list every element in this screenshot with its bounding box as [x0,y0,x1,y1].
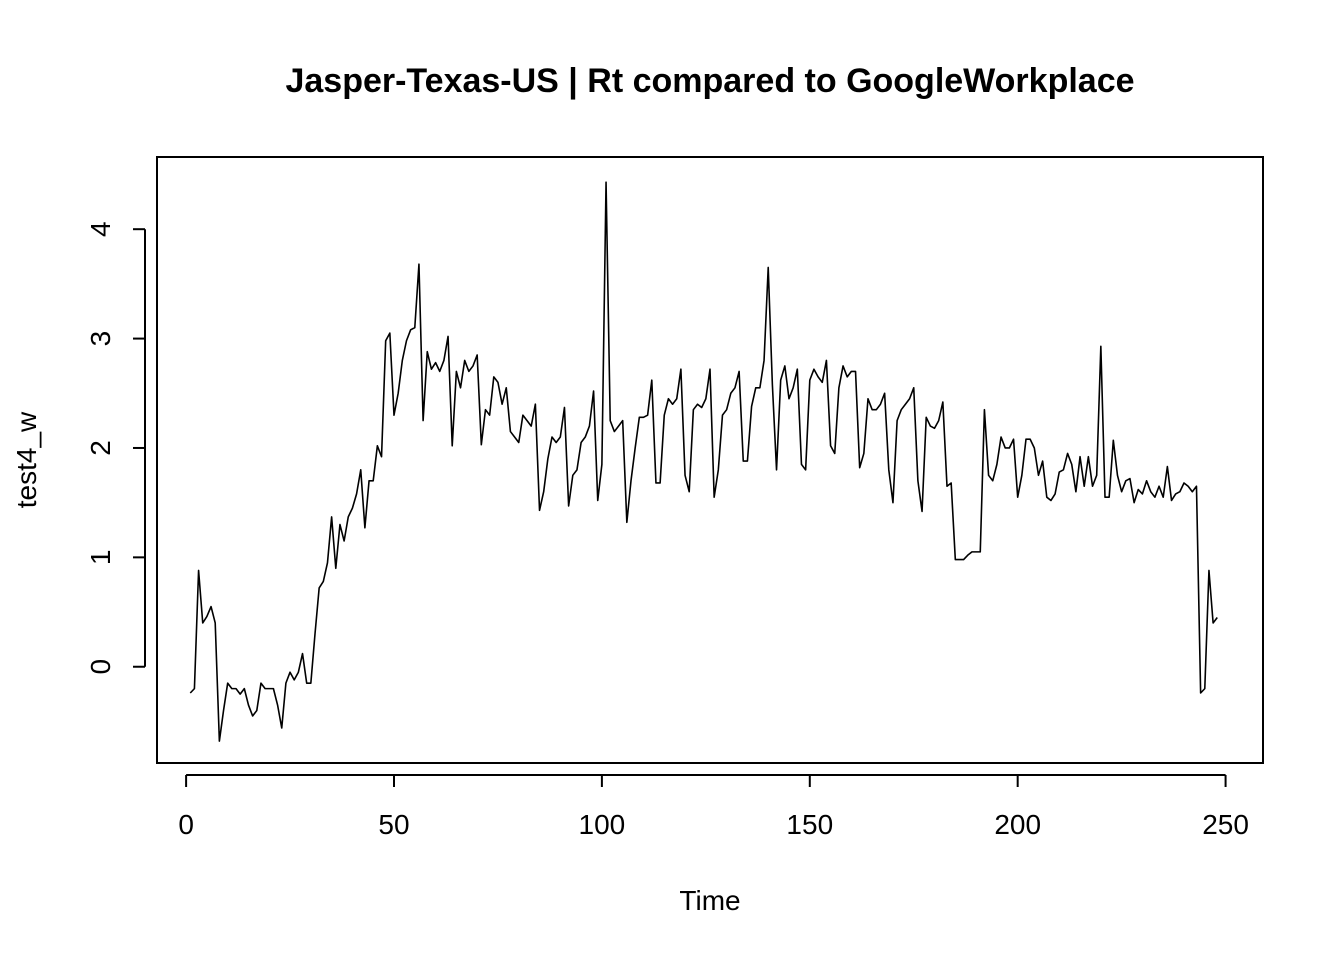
y-axis: 0 1 2 3 4 [85,221,146,675]
y-tick-label: 4 [85,221,116,237]
y-axis-label: test4_w [11,411,42,508]
y-tick-label: 2 [85,440,116,456]
y-tick-label: 0 [85,659,116,675]
x-tick-label: 150 [786,809,833,840]
x-axis: 0 50 100 150 200 250 [178,774,1249,840]
y-tick-label: 3 [85,331,116,347]
x-tick-label: 250 [1202,809,1249,840]
x-tick-label: 100 [579,809,626,840]
x-tick-label: 200 [994,809,1041,840]
series-line [189,181,1218,742]
series-group [189,181,1218,742]
x-tick-label: 50 [378,809,409,840]
chart-title: Jasper-Texas-US | Rt compared to GoogleW… [285,62,1134,100]
x-tick-label: 0 [178,809,194,840]
plot-area-border [156,156,1264,764]
y-tick-label: 1 [85,550,116,566]
x-axis-label: Time [679,885,740,916]
